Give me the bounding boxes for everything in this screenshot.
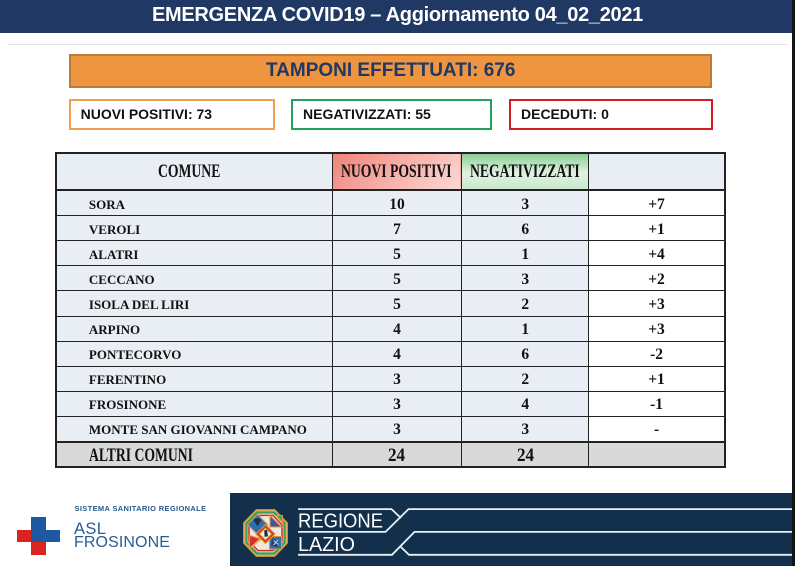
svg-text:REGIONE: REGIONE xyxy=(298,510,383,533)
svg-text:LAZIO: LAZIO xyxy=(298,534,355,557)
